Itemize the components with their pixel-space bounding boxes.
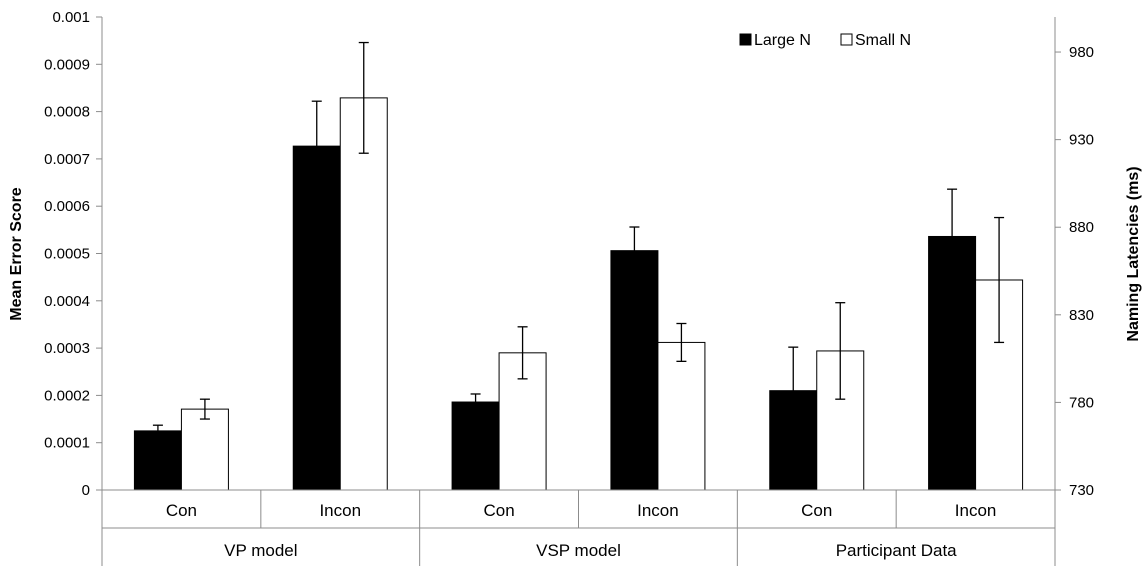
legend-swatch-large-n — [739, 33, 752, 46]
bar-large-n — [133, 430, 182, 491]
group-label: VP model — [224, 541, 297, 560]
y2-tick-label: 830 — [1069, 307, 1094, 324]
bar-small-n — [975, 279, 1024, 491]
plot-area: 0 0.0001 0.0002 0.0003 0.0004 0.0005 0.0006 0.0… — [44, 9, 1094, 566]
group-label: VSP model — [536, 541, 621, 560]
y-tick-label: 0.0006 — [44, 198, 90, 215]
y-tick-label: 0.0007 — [44, 151, 90, 168]
bar-large-n — [610, 250, 659, 491]
y-tick-label: 0 — [82, 482, 90, 499]
bar-small-n — [339, 97, 388, 491]
y-axis-title: Mean Error Score — [8, 187, 25, 320]
x-tick-label: Incon — [637, 501, 679, 520]
y-tick-label: 0.0009 — [44, 56, 90, 73]
bar-large-n — [292, 145, 341, 491]
x-tick-label: Incon — [319, 501, 361, 520]
bar-small-n — [657, 341, 706, 491]
group-label: Participant Data — [836, 541, 957, 560]
y-tick-label: 0.0005 — [44, 246, 90, 263]
y-tick-label: 0.0004 — [44, 293, 90, 310]
x-tick-label: Con — [801, 501, 832, 520]
y2-axis-title: Naming Latencies (ms) — [1125, 166, 1142, 341]
y-tick-label: 0.001 — [52, 9, 90, 26]
y2-tick-label: 880 — [1069, 219, 1094, 236]
legend: Large N Small N — [739, 32, 911, 49]
y-tick-label: 0.0003 — [44, 340, 90, 357]
y2-tick-label: 930 — [1069, 132, 1094, 149]
y2-tick-label: 780 — [1069, 394, 1094, 411]
y2-tick-label: 730 — [1069, 482, 1094, 499]
legend-swatch-small-n — [840, 33, 853, 46]
bar-small-n — [180, 408, 229, 491]
y2-tick-label: 980 — [1069, 44, 1094, 61]
legend-label: Small N — [855, 32, 911, 49]
y-tick-label: 0.0002 — [44, 387, 90, 404]
x-tick-label: Incon — [955, 501, 997, 520]
legend-label: Large N — [754, 32, 811, 49]
bar-large-n — [451, 401, 500, 491]
x-tick-label: Con — [166, 501, 197, 520]
y-tick-label: 0.0008 — [44, 104, 90, 121]
y-tick-label: 0.0001 — [44, 435, 90, 452]
x-tick-label: Con — [483, 501, 514, 520]
